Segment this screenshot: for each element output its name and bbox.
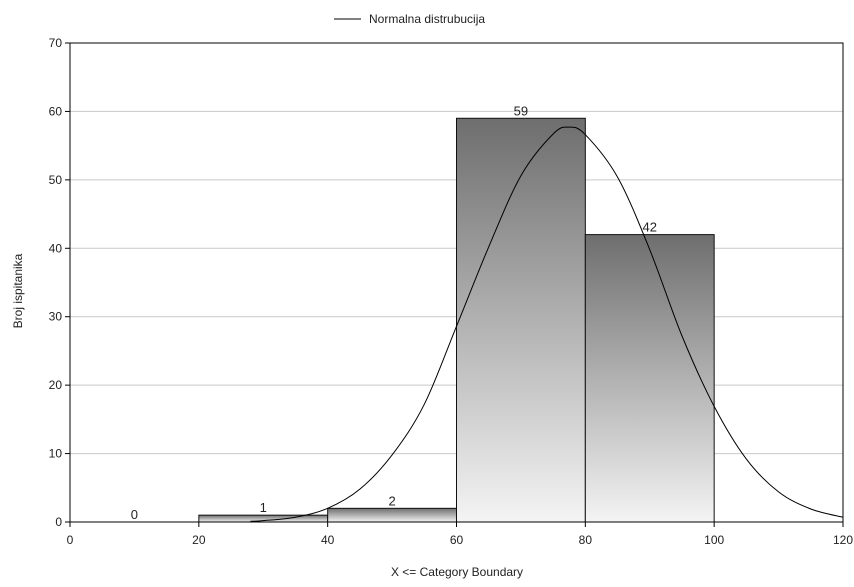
axes — [65, 42, 844, 527]
x-tick-label-0: 0 — [67, 533, 74, 547]
bar-value-label-20-40: 1 — [260, 500, 267, 515]
histogram-bar-40-60 — [327, 507, 457, 523]
bar-value-label-40-60: 2 — [388, 493, 395, 508]
y-tick-label-30: 30 — [49, 310, 63, 324]
y-tick-label-10: 10 — [49, 447, 63, 461]
bar-value-label-0-20: 0 — [131, 507, 138, 522]
normal-distribution-curve — [250, 126, 844, 522]
legend: Normalna distrubucija — [334, 12, 485, 26]
normal-curve-layer — [250, 126, 844, 522]
x-tick-label-60: 60 — [450, 533, 464, 547]
x-axis-title: X <= Category Boundary — [391, 565, 523, 579]
y-tick-label-50: 50 — [49, 173, 63, 187]
y-axis-title: Broj ispitanika — [11, 253, 25, 328]
y-tick-label-0: 0 — [55, 515, 62, 529]
y-tick-label-70: 70 — [49, 36, 63, 50]
legend-label: Normalna distrubucija — [369, 12, 485, 26]
histogram-bar-60-80 — [456, 117, 586, 523]
x-tick-label-100: 100 — [704, 533, 724, 547]
data-labels: 0 1 2 59 42 — [131, 103, 657, 522]
y-tick-label-20: 20 — [49, 378, 63, 392]
bar-value-label-80-100: 42 — [643, 220, 657, 235]
x-tick-label-20: 20 — [192, 533, 206, 547]
y-tick-label-40: 40 — [49, 241, 63, 255]
x-tick-label-40: 40 — [321, 533, 335, 547]
x-tick-label-120: 120 — [833, 533, 853, 547]
histogram-bar-80-100 — [584, 234, 715, 523]
y-tick-label-60: 60 — [49, 104, 63, 118]
histogram-bars — [198, 117, 715, 523]
bar-value-label-60-80: 59 — [514, 103, 528, 118]
x-tick-label-80: 80 — [579, 533, 593, 547]
